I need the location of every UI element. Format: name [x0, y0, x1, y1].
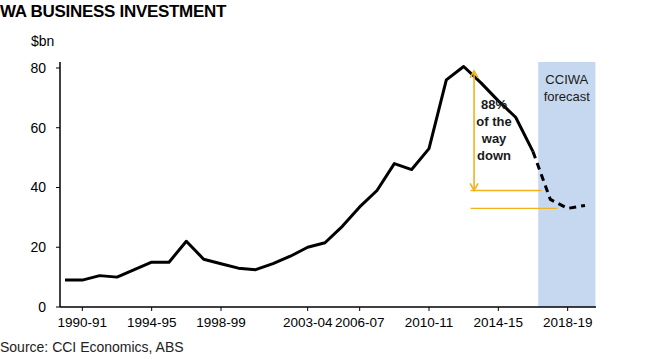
x-tick-label: 2006-07 [335, 315, 385, 330]
x-tick-label: 2014-15 [474, 315, 524, 330]
x-tick-label: 2003-04 [283, 315, 333, 330]
y-tick [56, 67, 60, 68]
x-tick [567, 307, 568, 311]
y-tick-label: 80 [30, 60, 46, 76]
forecast-label: CCIWA [545, 72, 588, 87]
y-axis [59, 62, 61, 307]
y-tick [56, 187, 60, 188]
x-tick-label: 1990-91 [58, 315, 108, 330]
title: WA BUSINESS INVESTMENT [0, 2, 227, 21]
x-tick [307, 307, 308, 311]
x-tick [359, 307, 360, 311]
y-label: $bn [31, 33, 54, 49]
annotation-text: 88% [481, 97, 507, 112]
x-tick [82, 307, 83, 311]
actual-line [65, 66, 533, 280]
y-tick-label: 20 [30, 239, 46, 255]
plot-area [65, 66, 585, 280]
x-tick [429, 307, 430, 311]
x-tick [498, 307, 499, 311]
x-tick-label: 1998-99 [196, 315, 246, 330]
forecast-region [538, 62, 595, 307]
y-tick-label: 0 [38, 299, 46, 315]
x-tick-label: 1994-95 [127, 315, 177, 330]
annotation-text: way [481, 131, 507, 146]
chart: CCIWA forecast WA BUSINESS INVESTMENT $bn So… [0, 0, 650, 359]
forecast-line [533, 152, 585, 209]
y-tick [56, 307, 60, 308]
level-line [471, 190, 542, 191]
x-tick [151, 307, 152, 311]
level-line [471, 208, 558, 209]
x-tick-label: 2018-19 [543, 315, 593, 330]
drop-arrow [473, 73, 475, 189]
y-tick [56, 247, 60, 248]
arrow-head [470, 71, 478, 78]
annotation-text: of the [476, 114, 511, 129]
x-axis [60, 306, 596, 308]
x-tick-label: 2010-11 [405, 315, 454, 330]
arrow-head [470, 183, 478, 190]
y-tick-label: 60 [30, 120, 46, 136]
x-tick [221, 307, 222, 311]
y-tick [56, 127, 60, 128]
forecast-label: forecast [544, 89, 591, 104]
annotation-text: down [477, 148, 511, 163]
y-tick-label: 40 [30, 179, 46, 195]
source: Source: CCI Economics, ABS [0, 339, 184, 355]
